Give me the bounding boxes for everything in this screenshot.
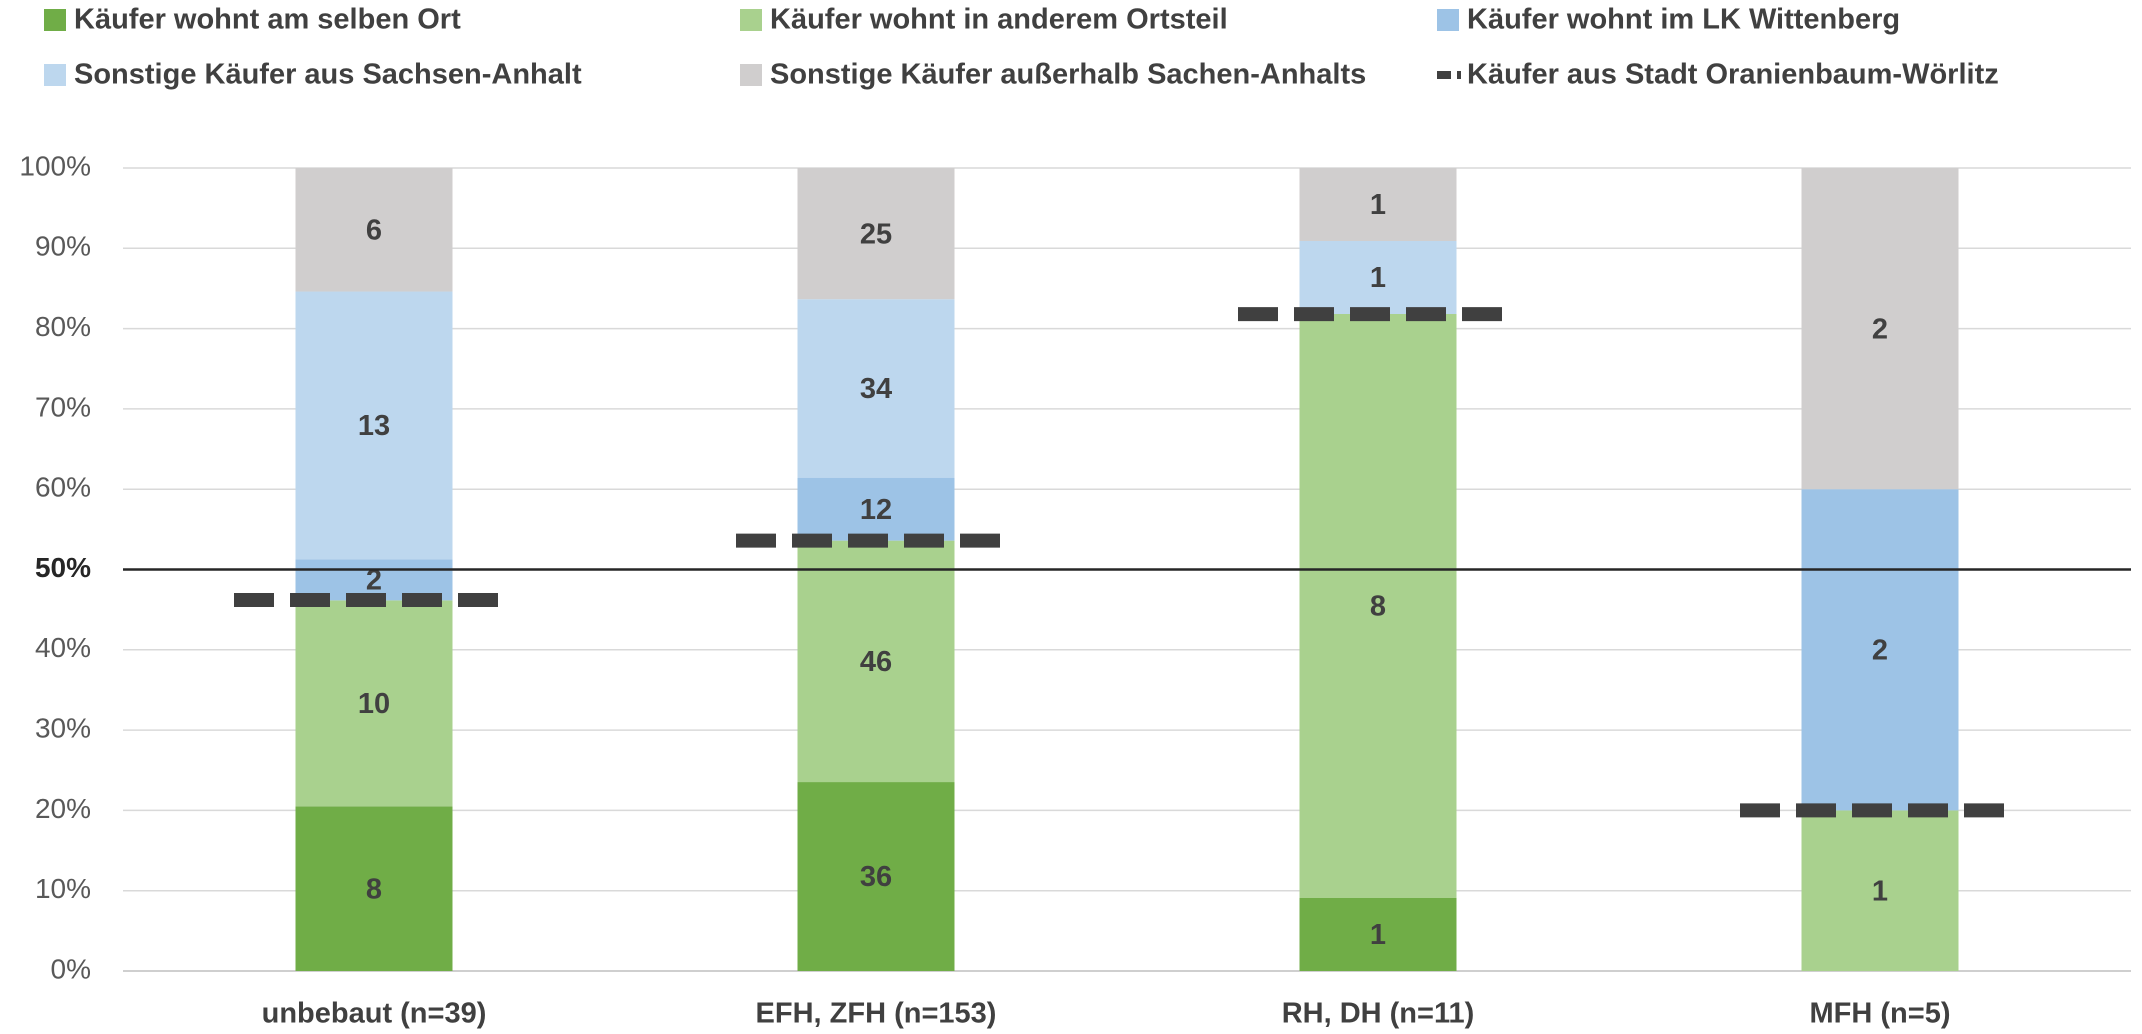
bar-segment <box>1299 898 1457 971</box>
bar-segment <box>1299 241 1457 314</box>
x-tick-label: EFH, ZFH (n=153) <box>756 998 997 1030</box>
data-label: 1 <box>1872 875 1888 907</box>
bar-segment <box>797 299 955 478</box>
data-label: 1 <box>1370 262 1386 294</box>
data-label: 2 <box>366 564 382 596</box>
data-label: 1 <box>1370 189 1386 221</box>
bar-segment <box>1801 168 1959 490</box>
x-tick-label: unbebaut (n=39) <box>262 998 487 1030</box>
bar-segment <box>295 168 453 292</box>
data-label: 8 <box>1370 591 1386 623</box>
data-label: 8 <box>366 873 382 905</box>
y-tick-label: 70% <box>35 391 91 422</box>
legend-swatch <box>1457 71 1461 79</box>
legend-label: Sonstige Käufer aus Sachsen-Anhalt <box>74 59 582 91</box>
y-tick-label: 90% <box>35 231 91 262</box>
y-tick-label: 50% <box>35 552 91 583</box>
bar-segment <box>1801 810 1959 971</box>
bar-segment <box>797 477 955 541</box>
bar-segment <box>295 600 453 807</box>
bar-segment <box>295 291 453 560</box>
data-label: 1 <box>1370 919 1386 951</box>
data-label: 36 <box>860 861 892 893</box>
legend-label: Käufer wohnt in anderem Ortsteil <box>770 4 1228 36</box>
data-label: 6 <box>366 214 382 246</box>
bar-segment <box>797 168 955 300</box>
data-label: 2 <box>1872 634 1888 666</box>
legend-swatch <box>740 9 762 31</box>
y-tick-label: 20% <box>35 793 91 824</box>
y-tick-label: 100% <box>19 150 91 181</box>
data-label: 13 <box>358 410 390 442</box>
y-tick-label: 60% <box>35 472 91 503</box>
legend-swatch <box>44 64 66 86</box>
data-label: 46 <box>860 646 892 678</box>
x-tick-label: MFH (n=5) <box>1810 998 1951 1030</box>
legend-swatch <box>740 64 762 86</box>
bar-segment <box>1299 168 1457 241</box>
bar-segment <box>1801 489 1959 811</box>
y-tick-label: 0% <box>51 953 91 984</box>
legend-label: Käufer aus Stadt Oranienbaum-Wörlitz <box>1467 59 1999 91</box>
y-tick-label: 80% <box>35 311 91 342</box>
bar-segment <box>295 806 453 971</box>
data-label: 34 <box>860 373 892 405</box>
legend-swatch <box>1437 9 1459 31</box>
legend-swatch <box>44 9 66 31</box>
y-tick-label: 10% <box>35 873 91 904</box>
y-tick-label: 40% <box>35 632 91 663</box>
legend-label: Sonstige Käufer außerhalb Sachen-Anhalts <box>770 59 1366 91</box>
bar-segment <box>797 540 955 783</box>
x-tick-label: RH, DH (n=11) <box>1282 998 1475 1030</box>
legend-label: Käufer wohnt im LK Wittenberg <box>1467 4 1900 36</box>
data-label: 25 <box>860 218 892 250</box>
data-label: 12 <box>860 494 892 526</box>
legend-label: Käufer wohnt am selben Ort <box>74 4 461 36</box>
bar-segment <box>1299 314 1457 898</box>
y-tick-label: 30% <box>35 712 91 743</box>
legend-swatch <box>1437 71 1451 79</box>
bar-segment <box>797 782 955 971</box>
data-label: 10 <box>358 688 390 720</box>
data-label: 2 <box>1872 313 1888 345</box>
